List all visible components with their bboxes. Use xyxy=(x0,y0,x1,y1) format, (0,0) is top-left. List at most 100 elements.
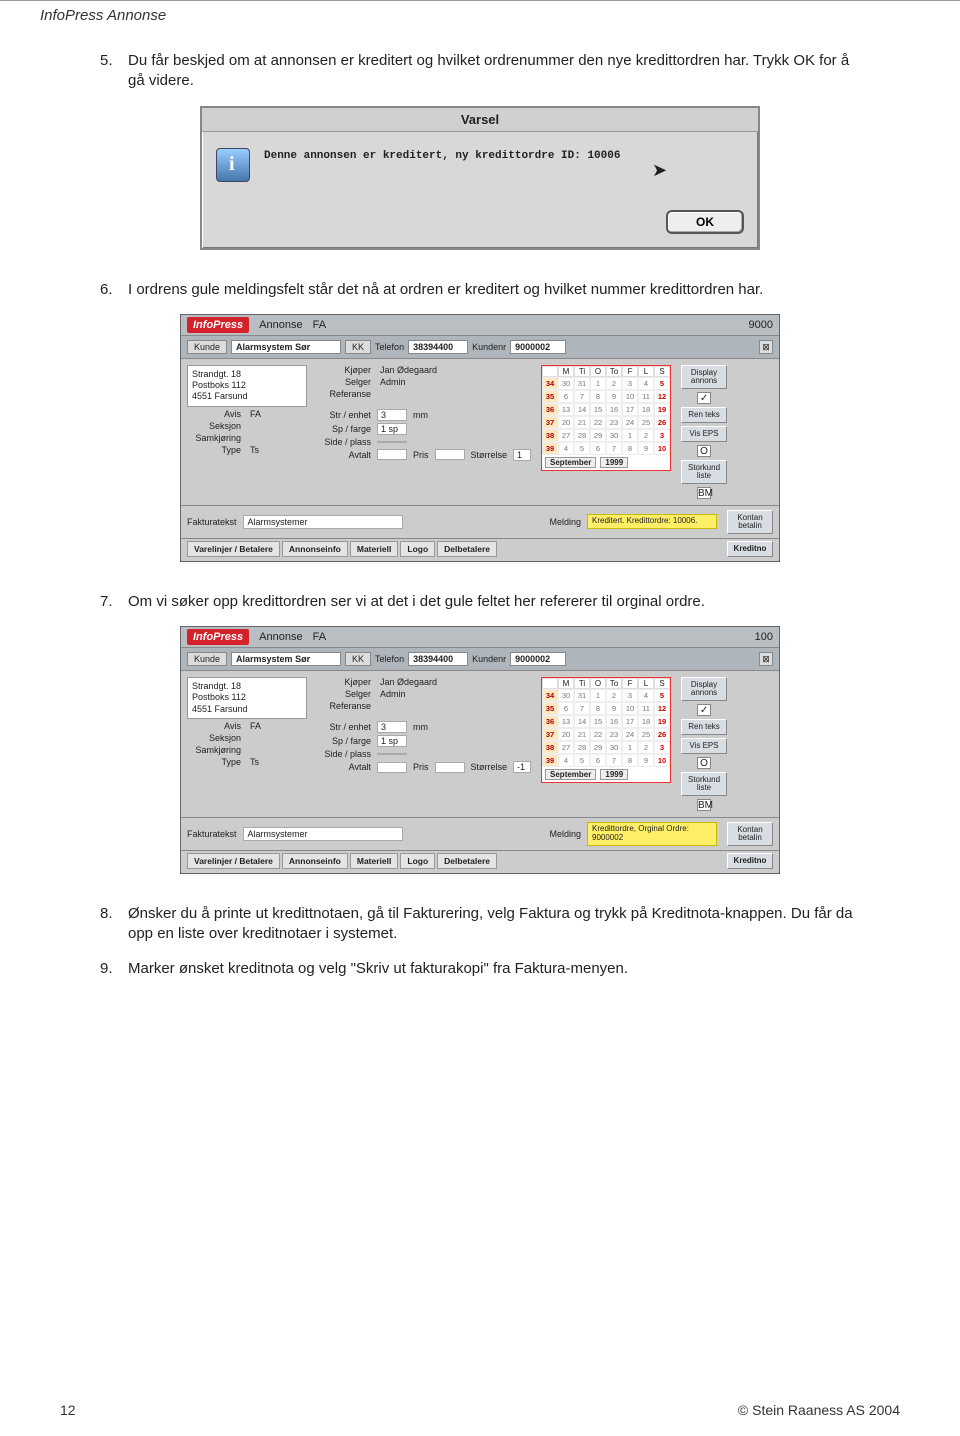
telefon-field: 38394400 xyxy=(408,652,468,666)
sp-value[interactable]: 1 sp xyxy=(377,423,407,435)
step-number: 6. xyxy=(100,280,118,300)
kontant-button[interactable]: Kontan betalin xyxy=(727,510,773,534)
tab[interactable]: Annonseinfo xyxy=(282,853,348,869)
check-icon[interactable]: ✓ xyxy=(697,704,711,716)
ren-tekst-button[interactable]: Ren teks xyxy=(681,407,727,423)
dialog-message: Denne annonsen er kreditert, ny kreditto… xyxy=(264,148,620,162)
copyright: © Stein Raaness AS 2004 xyxy=(738,1402,900,1418)
kjoper-value: Jan Ødegaard xyxy=(377,677,440,687)
app-screenshot-1: InfoPress Annonse FA 9000 Kunde Alarmsys… xyxy=(180,314,780,562)
storrelse-checkbox[interactable] xyxy=(435,449,465,460)
step-9: 9. Marker ønsket kreditnota og velg "Skr… xyxy=(100,959,860,979)
str-value[interactable]: 3 xyxy=(377,409,407,421)
tab[interactable]: Materiell xyxy=(350,853,399,869)
calendar-month[interactable]: September xyxy=(545,457,596,468)
fakturatekst-field[interactable]: Alarmsystemer xyxy=(243,827,403,841)
step-6: 6. I ordrens gule meldingsfelt står det … xyxy=(100,280,860,300)
kunde-button[interactable]: Kunde xyxy=(187,340,227,354)
tab[interactable]: Logo xyxy=(400,541,435,557)
telefon-field: 38394400 xyxy=(408,340,468,354)
tab-bar: Varelinjer / BetalereAnnonseinfoMateriel… xyxy=(181,851,779,873)
type-value: Ts xyxy=(247,445,277,455)
fakturatekst-label: Fakturatekst xyxy=(187,517,237,527)
kunde-button[interactable]: Kunde xyxy=(187,652,227,666)
header-number: 9000 xyxy=(749,319,773,331)
calendar-month[interactable]: September xyxy=(545,769,596,780)
type-value: Ts xyxy=(247,757,277,767)
kundenr-label: Kundenr xyxy=(472,342,506,352)
tab[interactable]: Materiell xyxy=(350,541,399,557)
avtalt-checkbox[interactable] xyxy=(377,762,407,773)
bm-button[interactable]: BM xyxy=(697,487,711,499)
o-button[interactable]: O xyxy=(697,445,711,457)
kk-button[interactable]: KK xyxy=(345,652,371,666)
kunde-field[interactable]: Alarmsystem Sør xyxy=(231,340,341,354)
kontant-button[interactable]: Kontan betalin xyxy=(727,822,773,846)
storkund-button[interactable]: Storkund liste xyxy=(681,772,727,796)
check-icon[interactable]: ✓ xyxy=(697,392,711,404)
tab[interactable]: Delbetalere xyxy=(437,853,497,869)
address-box: Strandgt. 18Postboks 1124551 Farsund xyxy=(187,365,307,407)
header-number: 100 xyxy=(755,631,773,643)
bm-button[interactable]: BM xyxy=(697,799,711,811)
app-screenshot-2: InfoPress Annonse FA 100 Kunde Alarmsyst… xyxy=(180,626,780,874)
tab[interactable]: Annonseinfo xyxy=(282,541,348,557)
selger-value: Admin xyxy=(377,377,409,387)
side-value[interactable] xyxy=(377,753,407,755)
step-7: 7. Om vi søker opp kredittordren ser vi … xyxy=(100,592,860,612)
side-buttons: Display annons ✓ Ren teks Vis EPS O Stor… xyxy=(681,365,727,499)
close-icon[interactable]: ⊠ xyxy=(759,652,773,666)
selger-value: Admin xyxy=(377,689,409,699)
dialog-title: Varsel xyxy=(202,108,758,132)
avis-value: FA xyxy=(247,409,277,419)
storrelse-checkbox[interactable] xyxy=(435,762,465,773)
info-icon xyxy=(216,148,250,182)
calendar[interactable]: MTiOToFLS 343031123453567891011123613141… xyxy=(541,677,671,783)
kundenr-field: 9000002 xyxy=(510,652,566,666)
kreditno-button[interactable]: Kreditno xyxy=(727,541,773,557)
melding-label: Melding xyxy=(549,829,581,839)
ren-tekst-button[interactable]: Ren teks xyxy=(681,719,727,735)
kreditno-button[interactable]: Kreditno xyxy=(727,853,773,869)
step-number: 8. xyxy=(100,904,118,945)
avtalt-checkbox[interactable] xyxy=(377,449,407,460)
o-button[interactable]: O xyxy=(697,757,711,769)
calendar-year[interactable]: 1999 xyxy=(600,457,628,468)
step-text: Du får beskjed om at annonsen er kredite… xyxy=(128,51,860,92)
kk-button[interactable]: KK xyxy=(345,340,371,354)
vis-eps-button[interactable]: Vis EPS xyxy=(681,426,727,442)
step-5: 5. Du får beskjed om at annonsen er kred… xyxy=(100,51,860,92)
kunde-field[interactable]: Alarmsystem Sør xyxy=(231,652,341,666)
address-box: Strandgt. 18Postboks 1124551 Farsund xyxy=(187,677,307,719)
fakturatekst-label: Fakturatekst xyxy=(187,829,237,839)
kundenr-field: 9000002 xyxy=(510,340,566,354)
kundenr-label: Kundenr xyxy=(472,654,506,664)
melding-box: Kredittordre, Orginal Ordre: 9000002 xyxy=(587,822,717,846)
vis-eps-button[interactable]: Vis EPS xyxy=(681,738,727,754)
close-icon[interactable]: ⊠ xyxy=(759,340,773,354)
step-text: Ønsker du å printe ut kredittnotaen, gå … xyxy=(128,904,860,945)
tab[interactable]: Delbetalere xyxy=(437,541,497,557)
ok-button[interactable]: OK xyxy=(666,210,744,234)
fakturatekst-field[interactable]: Alarmsystemer xyxy=(243,515,403,529)
side-value[interactable] xyxy=(377,441,407,443)
calendar-year[interactable]: 1999 xyxy=(600,769,628,780)
tab[interactable]: Varelinjer / Betalere xyxy=(187,541,280,557)
sp-value[interactable]: 1 sp xyxy=(377,735,407,747)
app-title: Annonse xyxy=(259,319,302,331)
doc-header: InfoPress Annonse xyxy=(40,7,166,24)
kjoper-value: Jan Ødegaard xyxy=(377,365,440,375)
telefon-label: Telefon xyxy=(375,342,404,352)
page-number: 12 xyxy=(60,1402,76,1418)
step-text: I ordrens gule meldingsfelt står det nå … xyxy=(128,280,763,300)
display-annonse-button[interactable]: Display annons xyxy=(681,365,727,389)
calendar[interactable]: MTiOToFLS 343031123453567891011123613141… xyxy=(541,365,671,471)
storkund-button[interactable]: Storkund liste xyxy=(681,460,727,484)
tab[interactable]: Logo xyxy=(400,853,435,869)
tab[interactable]: Varelinjer / Betalere xyxy=(187,853,280,869)
str-value[interactable]: 3 xyxy=(377,721,407,733)
logo: InfoPress xyxy=(187,317,249,333)
tab-bar: Varelinjer / BetalereAnnonseinfoMateriel… xyxy=(181,539,779,561)
side-buttons: Display annons ✓ Ren teks Vis EPS O Stor… xyxy=(681,677,727,811)
display-annonse-button[interactable]: Display annons xyxy=(681,677,727,701)
